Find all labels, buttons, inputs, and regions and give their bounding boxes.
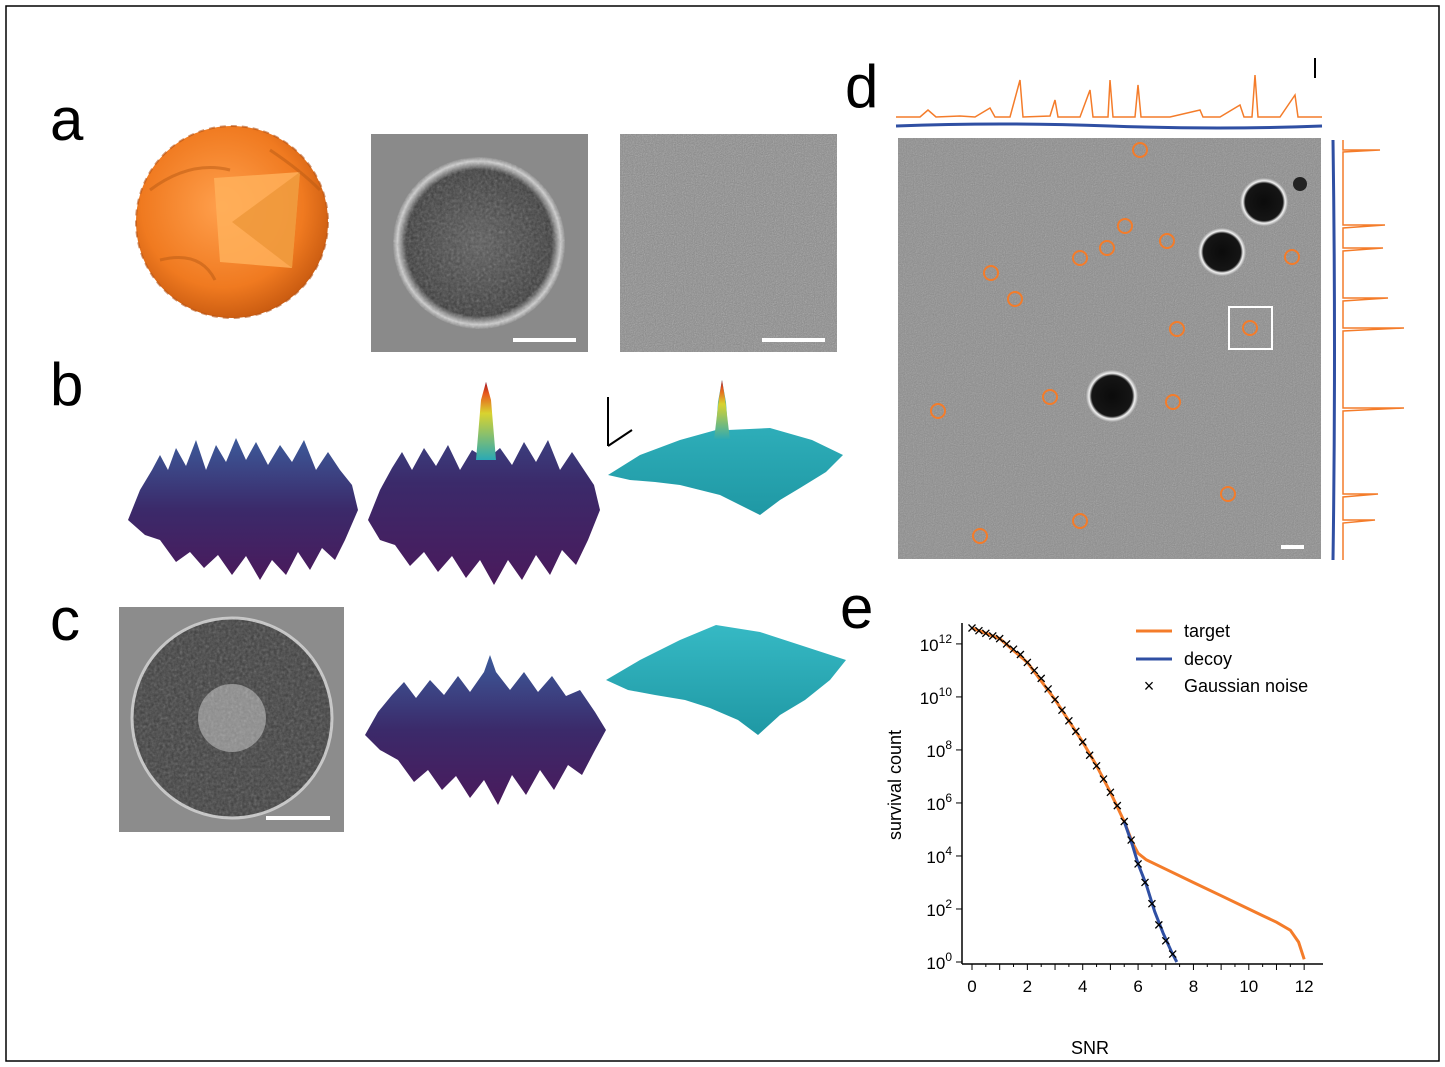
gaussian-point — [1009, 645, 1018, 654]
gaussian-point — [974, 626, 983, 635]
surface-with-peak — [368, 382, 600, 585]
x-tick-label: 0 — [967, 977, 976, 996]
scale-axes — [607, 397, 633, 447]
gaussian-point — [995, 634, 1004, 643]
gaussian-point — [1058, 706, 1066, 715]
y-axis-label: survival count — [885, 730, 905, 840]
y-tick-label: 104 — [926, 844, 952, 867]
peak — [476, 382, 496, 460]
gaussian-point — [988, 631, 997, 640]
x-tick-label: 6 — [1133, 977, 1142, 996]
gaussian-point — [1168, 950, 1177, 959]
y-tick-label: 1012 — [920, 632, 953, 655]
gaussian-point — [1106, 788, 1115, 797]
x-tick-label: 8 — [1189, 977, 1198, 996]
gaussian-point — [1002, 639, 1011, 648]
panel-label-c: c — [50, 586, 80, 653]
panel-d — [895, 58, 1405, 561]
gaussian-point — [1037, 674, 1046, 683]
gaussian-point — [1127, 836, 1136, 845]
figure-frame — [5, 5, 1440, 1062]
gaussian-point — [1030, 666, 1039, 675]
gaussian-point — [1023, 658, 1032, 667]
gaussian-point — [1134, 859, 1143, 868]
x-tick-label: 4 — [1078, 977, 1087, 996]
legend-gaussian-marker: × — [1144, 676, 1155, 696]
y-tick-label: 1010 — [920, 685, 953, 708]
panel-b — [128, 380, 843, 585]
panel-label-e: e — [840, 574, 873, 641]
top-trace — [895, 58, 1323, 130]
gaussian-point — [981, 629, 990, 638]
surface-weak-peak — [365, 655, 606, 805]
gaussian-point — [1016, 650, 1025, 659]
surface-noise-only — [128, 438, 358, 580]
gaussian-point — [1044, 685, 1053, 693]
gaussian-point — [1071, 727, 1080, 736]
y-tick-label: 108 — [926, 738, 952, 761]
series-gaussian-noise — [968, 624, 1177, 959]
legend-target-label: target — [1184, 621, 1230, 641]
series-target — [971, 626, 1306, 960]
gaussian-point — [1161, 936, 1170, 945]
gaussian-point — [1092, 761, 1101, 770]
gaussian-point — [1113, 801, 1122, 810]
ring-projection-image — [119, 607, 344, 832]
x-tick-label: 2 — [1023, 977, 1032, 996]
legend-decoy-label: decoy — [1184, 649, 1232, 669]
panel-c — [119, 607, 846, 832]
gaussian-point — [1147, 899, 1156, 908]
x-tick-label: 12 — [1295, 977, 1314, 996]
detections — [930, 142, 1300, 544]
gaussian-point — [1051, 695, 1059, 704]
side-trace — [1331, 139, 1405, 561]
x-tick-label: 10 — [1239, 977, 1258, 996]
highlight-box — [1228, 306, 1273, 350]
gaussian-point — [968, 624, 976, 632]
y-tick-label: 102 — [926, 897, 952, 920]
surface-snr — [608, 380, 843, 515]
y-tick-label: 106 — [926, 791, 952, 814]
panel-label-a: a — [50, 86, 84, 153]
gaussian-point — [1141, 878, 1149, 887]
micrograph — [898, 138, 1321, 559]
projection-image — [371, 134, 588, 352]
gaussian-point — [1120, 817, 1129, 826]
y-tick-label: 100 — [926, 950, 952, 973]
gaussian-point — [1064, 716, 1073, 725]
gaussian-point — [1078, 738, 1087, 746]
gaussian-point — [1099, 775, 1108, 784]
panel-label-b: b — [50, 351, 83, 418]
gaussian-point — [1154, 920, 1163, 929]
legend-gaussian-label: Gaussian noise — [1184, 676, 1308, 696]
series-decoy — [1122, 821, 1179, 963]
peak — [714, 380, 730, 440]
gaussian-point — [1085, 751, 1094, 760]
panel-a — [135, 125, 837, 352]
capsid-surface-render — [135, 125, 329, 319]
noisy-image — [620, 134, 837, 352]
panel-label-d: d — [845, 53, 878, 120]
x-axis-label: SNR — [1071, 1038, 1109, 1058]
surface-flat — [606, 625, 846, 735]
legend: target decoy × Gaussian noise — [1136, 621, 1308, 696]
